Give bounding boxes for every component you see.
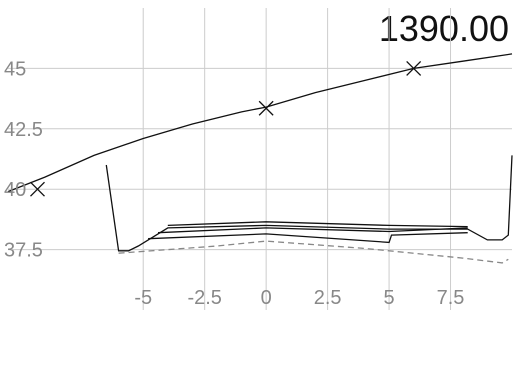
series-line-1 [7, 53, 513, 193]
x-tick-label: 0 [261, 287, 272, 309]
x-tick-label: 2.5 [314, 287, 342, 309]
series-line-5 [148, 232, 468, 244]
series-line-2 [105, 155, 513, 252]
y-tick-label: 45 [4, 58, 26, 80]
chart-title: 1390.00 [378, 8, 509, 49]
x-marker-2 [258, 100, 274, 116]
y-tick-label: 42.5 [4, 119, 43, 141]
x-tick-label: 7.5 [437, 287, 465, 309]
y-tick-label: 37.5 [4, 240, 43, 262]
x-tick-label: -2.5 [187, 287, 221, 309]
x-marker-1 [30, 181, 45, 197]
x-tick-label: 5 [384, 287, 395, 309]
y-tick-label: 40 [4, 179, 26, 201]
x-marker-3 [406, 60, 422, 76]
x-marker-stroke [258, 100, 274, 116]
x-tick-label: -5 [134, 287, 152, 309]
x-marker-stroke [30, 181, 45, 197]
series-line-6 [118, 240, 509, 264]
series-line-4 [157, 227, 468, 234]
series-line-3 [167, 221, 468, 228]
x-marker-stroke [406, 60, 422, 76]
